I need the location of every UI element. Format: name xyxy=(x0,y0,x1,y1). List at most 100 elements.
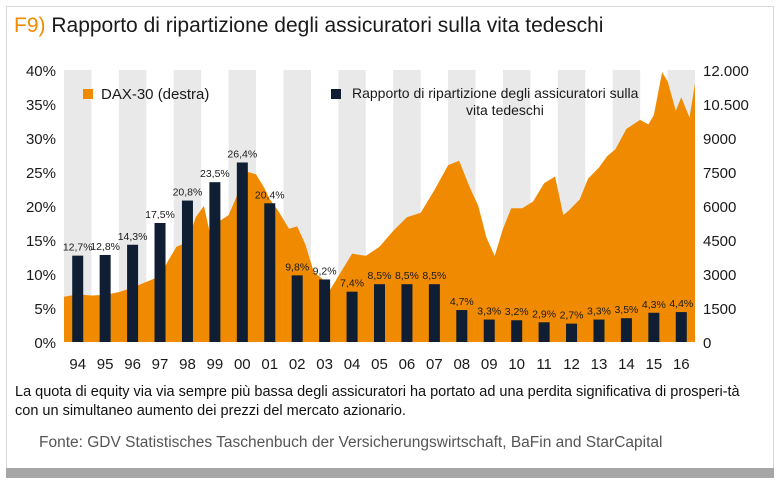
bar-99 xyxy=(209,182,221,342)
x-tick-01: 01 xyxy=(261,356,278,373)
bar-00 xyxy=(236,162,248,342)
y-right-tick: 6000 xyxy=(703,199,736,216)
x-tick-15: 15 xyxy=(646,356,663,373)
x-tick-02: 02 xyxy=(289,356,306,373)
bar-06 xyxy=(401,284,413,342)
x-tick-11: 11 xyxy=(536,356,552,373)
bar-label-11: 2,9% xyxy=(532,308,556,320)
bar-label-99: 23,5% xyxy=(200,168,230,180)
caption: La quota di equity via via sempre più ba… xyxy=(15,384,740,419)
x-tick-00: 00 xyxy=(234,356,251,373)
y-axis-left: 0% 5% 10% 15% 20% 25% 30% 35% 40% xyxy=(26,63,56,352)
bar-98 xyxy=(181,200,193,342)
x-tick-03: 03 xyxy=(316,356,333,373)
bar-label-97: 17,5% xyxy=(145,209,175,221)
y-left-tick: 35% xyxy=(26,97,56,114)
bar-label-05: 8,5% xyxy=(368,270,392,282)
bar-95 xyxy=(99,254,111,342)
y-right-tick: 1500 xyxy=(703,301,736,318)
y-right-tick: 7500 xyxy=(703,165,736,182)
y-left-tick: 40% xyxy=(26,63,56,80)
bar-14 xyxy=(620,318,632,342)
bar-series xyxy=(72,162,687,342)
bar-label-10: 3,2% xyxy=(505,306,529,318)
bar-15 xyxy=(648,312,660,342)
y-right-tick: 4500 xyxy=(703,233,736,250)
bar-label-03: 9,2% xyxy=(313,265,337,277)
bar-94 xyxy=(72,255,84,342)
bar-label-16: 4,4% xyxy=(669,298,693,310)
x-tick-99: 99 xyxy=(207,356,224,373)
x-tick-12: 12 xyxy=(563,356,580,373)
x-tick-07: 07 xyxy=(426,356,443,373)
chart: 12,7%12,8%14,3% 17,5% 20,8% 23,5% 26,4% 20,4%… xyxy=(26,63,749,373)
x-tick-96: 96 xyxy=(124,356,141,373)
bar-label-14: 3,5% xyxy=(614,304,638,316)
bar-10 xyxy=(511,320,523,342)
y-left-tick: 10% xyxy=(26,267,56,284)
y-left-tick: 5% xyxy=(34,301,56,318)
legend: DAX-30 (destra) Rapporto di ripartizione… xyxy=(83,85,639,118)
y-left-tick: 30% xyxy=(26,131,56,148)
bar-label-08: 4,7% xyxy=(450,296,474,308)
bar-03 xyxy=(319,279,331,342)
legend-swatch-ratio xyxy=(331,89,341,99)
x-tick-13: 13 xyxy=(591,356,608,373)
bar-label-15: 4,3% xyxy=(642,299,666,311)
y-right-tick: 3000 xyxy=(703,267,736,284)
y-left-tick: 15% xyxy=(26,233,56,250)
bar-label-00: 26,4% xyxy=(227,148,257,160)
x-tick-10: 10 xyxy=(508,356,525,373)
bar-label-94: 12,7% xyxy=(63,242,93,254)
bar-label-95: 12,8% xyxy=(90,241,120,253)
bar-label-13: 3,3% xyxy=(587,306,611,318)
y-axis-right: 0 1500 3000 4500 6000 7500 9000 10.500 12.000 xyxy=(703,63,749,352)
x-tick-14: 14 xyxy=(618,356,635,373)
y-left-tick: 0% xyxy=(34,335,56,352)
bar-97 xyxy=(154,223,166,342)
bar-label-02: 9,8% xyxy=(285,261,309,273)
y-right-tick: 10.500 xyxy=(703,97,749,114)
legend-swatch-dax xyxy=(83,89,93,99)
bar-09 xyxy=(483,319,495,342)
bar-labels: 12,7%12,8%14,3% 17,5% 20,8% 23,5% 26,4% 20,4%… xyxy=(63,148,693,321)
figure-title: F9) Rapporto di ripartizione degli assic… xyxy=(14,14,603,38)
bar-label-07: 8,5% xyxy=(422,270,446,282)
bar-16 xyxy=(675,312,687,342)
x-tick-94: 94 xyxy=(69,356,86,373)
x-tick-16: 16 xyxy=(673,356,690,373)
y-right-tick: 0 xyxy=(703,335,711,352)
bar-label-98: 20,8% xyxy=(173,187,203,199)
x-tick-97: 97 xyxy=(152,356,169,373)
legend-label-dax: DAX-30 (destra) xyxy=(101,86,209,103)
bar-07 xyxy=(428,284,440,342)
x-tick-08: 08 xyxy=(453,356,470,373)
bottom-rule xyxy=(6,468,774,478)
bar-01 xyxy=(264,203,276,342)
bar-11 xyxy=(538,322,550,342)
bar-05 xyxy=(374,284,385,342)
bar-13 xyxy=(593,319,605,342)
figure-title-text: Rapporto di ripartizione degli assicurat… xyxy=(51,14,604,37)
x-tick-04: 04 xyxy=(344,356,361,373)
bar-label-96: 14,3% xyxy=(118,231,148,243)
dax-area xyxy=(64,72,695,343)
bar-label-09: 3,3% xyxy=(477,306,501,318)
bar-label-01: 20,4% xyxy=(255,189,285,201)
x-tick-05: 05 xyxy=(371,356,388,373)
y-left-tick: 20% xyxy=(26,199,56,216)
x-tick-98: 98 xyxy=(179,356,196,373)
figure-number: F9) xyxy=(14,14,46,37)
bar-08 xyxy=(456,310,468,342)
x-tick-06: 06 xyxy=(399,356,416,373)
legend-label-ratio-line1: Rapporto di ripartizione degli assicurat… xyxy=(352,85,639,101)
y-right-tick: 12.000 xyxy=(703,63,749,80)
y-right-tick: 9000 xyxy=(703,131,736,148)
legend-label-ratio-line2: vita tedeschi xyxy=(466,102,544,118)
y-left-tick: 25% xyxy=(26,165,56,182)
bar-label-04: 7,4% xyxy=(340,278,364,290)
bar-label-12: 2,7% xyxy=(560,310,584,322)
x-axis: 94 95 96 97 98 99 00 01 02 03 04 05 06 07 08 09 10 11 12 13… xyxy=(69,356,689,373)
x-tick-09: 09 xyxy=(481,356,498,373)
bar-label-06: 8,5% xyxy=(395,270,419,282)
